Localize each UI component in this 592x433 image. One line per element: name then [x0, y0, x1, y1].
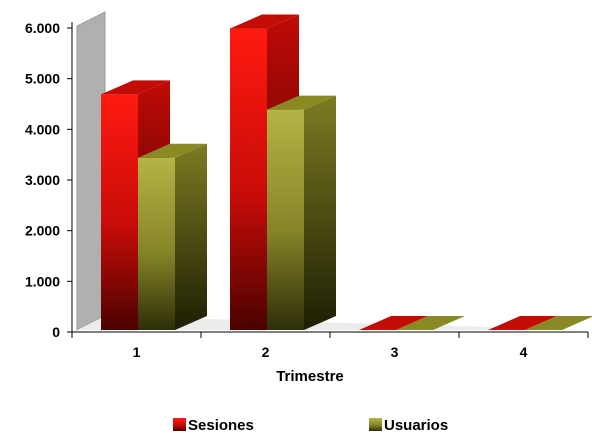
x-axis-title: Trimestre [276, 368, 344, 385]
bars-layer [101, 14, 592, 331]
y-axis-ticks: 0 1.000 2.000 3.000 4.000 5.000 6.000 [25, 20, 72, 340]
bar-top-sesiones-1 [101, 80, 170, 95]
chart-back-wall [76, 11, 106, 331]
y-tick-label: 4.000 [25, 121, 60, 137]
bar-front-usuarios-2 [267, 109, 304, 330]
legend: Sesiones Usuarios [173, 417, 448, 433]
y-tick-label: 5.000 [25, 71, 60, 87]
legend-label-usuarios: Usuarios [384, 417, 448, 433]
x-tick-label: 3 [391, 344, 399, 360]
x-axis-ticks: 1 2 3 4 [71, 332, 589, 360]
legend-swatch-usuarios [369, 418, 382, 431]
bar-side-usuarios-2 [304, 95, 336, 330]
bar-top-sesiones-4 [488, 316, 557, 330]
bar-front-sesiones-1 [101, 94, 138, 331]
bar-front-sesiones-2 [230, 28, 267, 331]
legend-swatch-sesiones [173, 418, 186, 431]
bar-side-usuarios-1 [175, 143, 207, 330]
y-tick-label: 0 [52, 324, 60, 340]
x-tick-label: 2 [262, 344, 270, 360]
bar-top-sesiones-3 [359, 316, 428, 330]
bar-top-usuarios-1 [138, 143, 207, 158]
bar-top-usuarios-2 [267, 95, 336, 110]
y-tick-label: 6.000 [25, 20, 60, 36]
bar-top-usuarios-3 [396, 316, 465, 330]
y-tick-label: 3.000 [25, 172, 60, 188]
bar-usuarios-4 [525, 316, 592, 330]
bar-top-usuarios-4 [525, 316, 592, 330]
bar-usuarios-3 [396, 316, 465, 330]
bar-top-sesiones-2 [230, 14, 299, 29]
legend-label-sesiones: Sesiones [188, 417, 254, 433]
y-tick-label: 2.000 [25, 223, 60, 239]
chart-floor [77, 316, 590, 330]
bar-sesiones-3 [359, 316, 428, 330]
bar-front-usuarios-1 [138, 157, 175, 330]
y-tick-label: 1.000 [25, 273, 60, 289]
x-tick-label: 4 [520, 344, 528, 360]
bar-sesiones-4 [488, 316, 557, 330]
x-tick-label: 1 [133, 344, 141, 360]
bar-usuarios-2 [267, 95, 336, 330]
bar-usuarios-1 [138, 143, 207, 330]
